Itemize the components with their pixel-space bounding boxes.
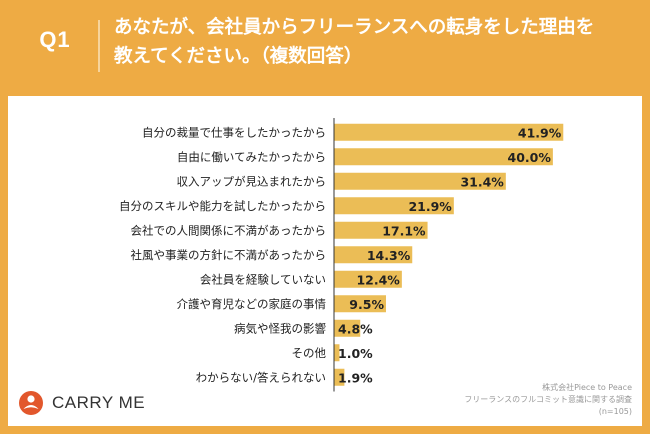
value-label: 31.4% [460, 174, 504, 189]
category-label: 収入アップが見込まれたから [177, 174, 327, 188]
value-label: 4.8% [338, 321, 373, 336]
value-label: 41.9% [518, 125, 562, 140]
category-label: 介護や育児などの家庭の事情 [177, 297, 327, 311]
category-label: 自分の裁量で仕事をしたかったから [142, 125, 326, 139]
value-label: 21.9% [408, 199, 452, 214]
source-line-3: (n=105) [598, 407, 632, 416]
survey-source: 株式会社Piece to Peace フリーランスのフルコミット意識に関する調査… [464, 382, 632, 418]
source-line-2: フリーランスのフルコミット意識に関する調査 [464, 395, 632, 404]
category-label: 自分のスキルや能力を試したかったから [119, 199, 326, 213]
question-line-1: あなたが、会社員からフリーランスへの転身をした理由を [114, 17, 595, 38]
value-label: 17.1% [382, 223, 426, 238]
bar-11 [334, 368, 345, 386]
value-label: 9.5% [349, 297, 384, 312]
category-label: 病気や怪我の影響 [234, 321, 326, 335]
question-header: Q1 あなたが、会社員からフリーランスへの転身をした理由を 教えてください。（複… [0, 0, 650, 88]
value-label: 14.3% [367, 248, 411, 263]
bar-4 [334, 197, 454, 215]
bar-10 [334, 344, 340, 362]
category-label: その他 [292, 346, 327, 360]
category-label: 自由に働いてみたかったから [177, 150, 326, 164]
bar-9 [334, 319, 361, 337]
value-label: 12.4% [356, 272, 400, 287]
source-line-1: 株式会社Piece to Peace [542, 383, 632, 392]
question-number: Q1 [39, 27, 71, 52]
carry-me-logo: CARRY ME [18, 390, 145, 416]
bar-5 [334, 221, 428, 239]
question-text: あなたが、会社員からフリーランスへの転身をした理由を 教えてください。（複数回答… [114, 13, 634, 71]
logo-text: CARRY ME [52, 393, 146, 412]
bar-6 [334, 246, 413, 264]
category-label: 会社員を経験していない [200, 272, 326, 286]
value-label: 1.0% [338, 346, 373, 361]
bar-7 [334, 270, 402, 288]
category-label: わからない/答えられない [196, 370, 326, 384]
bar-chart: 自分の裁量で仕事をしたかったから 41.9% 自由に働いてみたかったから 40.0% 収… [119, 118, 564, 392]
bar-8 [334, 295, 386, 313]
bar-2 [334, 148, 553, 166]
chart-panel: 自分の裁量で仕事をしたかったから 41.9% 自由に働いてみたかったから 40.0% 収… [8, 96, 642, 426]
category-label: 会社での人間関係に不満があったから [131, 223, 327, 237]
question-line-2: 教えてください。（複数回答） [114, 46, 363, 67]
category-label: 社風や事業の方針に不満があったから [131, 248, 327, 262]
bar-1 [334, 123, 564, 141]
bar-3 [334, 172, 506, 190]
value-label: 40.0% [508, 150, 552, 165]
header-divider [98, 20, 100, 72]
value-label: 1.9% [338, 370, 373, 385]
carry-me-logo-icon [19, 391, 43, 415]
